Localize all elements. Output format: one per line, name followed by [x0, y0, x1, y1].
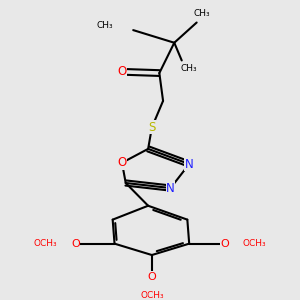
- Text: OCH₃: OCH₃: [34, 239, 57, 248]
- Text: CH₃: CH₃: [181, 64, 197, 73]
- Text: S: S: [148, 121, 156, 134]
- Text: N: N: [185, 158, 194, 170]
- Text: O: O: [148, 272, 156, 281]
- Text: O: O: [117, 65, 127, 78]
- Text: OCH₃: OCH₃: [140, 291, 164, 300]
- Text: CH₃: CH₃: [97, 21, 113, 30]
- Text: CH₃: CH₃: [194, 9, 211, 18]
- Text: N: N: [166, 182, 175, 195]
- Text: OCH₃: OCH₃: [243, 239, 266, 248]
- Text: O: O: [220, 239, 229, 249]
- Text: O: O: [71, 239, 80, 249]
- Text: O: O: [117, 156, 127, 169]
